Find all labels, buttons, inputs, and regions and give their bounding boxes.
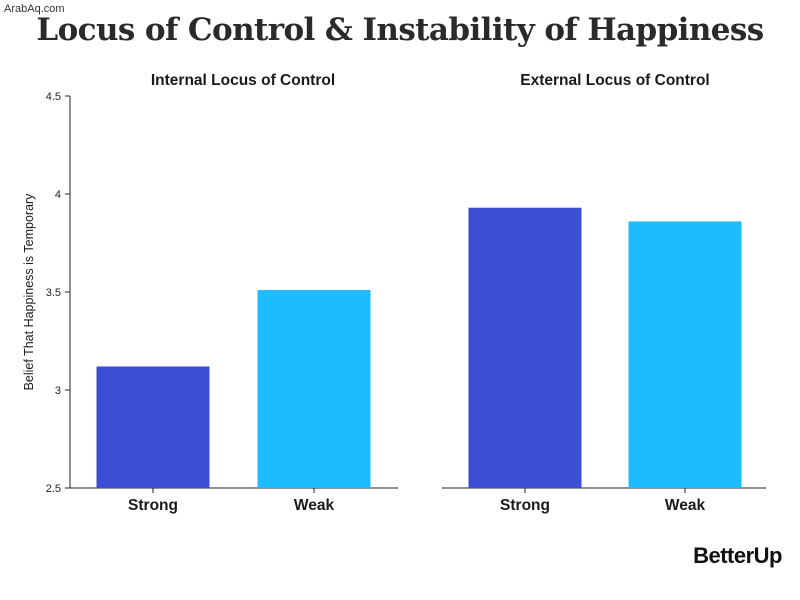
panel-title: Internal Locus of Control xyxy=(151,72,335,89)
panel-external: External Locus of Control Strong Weak xyxy=(442,72,766,514)
watermark: ArabAq.com xyxy=(4,3,65,15)
bar-strong xyxy=(468,207,582,488)
panel-internal: Internal Locus of Control Strong Weak xyxy=(70,72,398,514)
y-tick-label: 4.5 xyxy=(46,91,61,103)
panel-title: External Locus of Control xyxy=(520,72,709,89)
chart-title: Locus of Control & Instability of Happin… xyxy=(36,12,764,48)
y-axis-label: Belief That Happiness is Temporary xyxy=(22,193,36,391)
x-tick-label: Strong xyxy=(500,497,550,514)
bar-strong xyxy=(96,366,210,488)
x-tick-label: Weak xyxy=(294,497,335,514)
betterup-logo: BetterUp xyxy=(693,543,782,568)
y-tick-label: 4 xyxy=(55,189,61,201)
y-tick-label: 3.5 xyxy=(46,287,61,299)
y-tick-label: 3 xyxy=(55,385,61,397)
bar-weak xyxy=(257,290,371,488)
bar-weak xyxy=(628,221,742,488)
x-tick-label: Strong xyxy=(128,497,178,514)
y-tick-label: 2.5 xyxy=(46,483,61,495)
x-tick-label: Weak xyxy=(665,497,706,514)
